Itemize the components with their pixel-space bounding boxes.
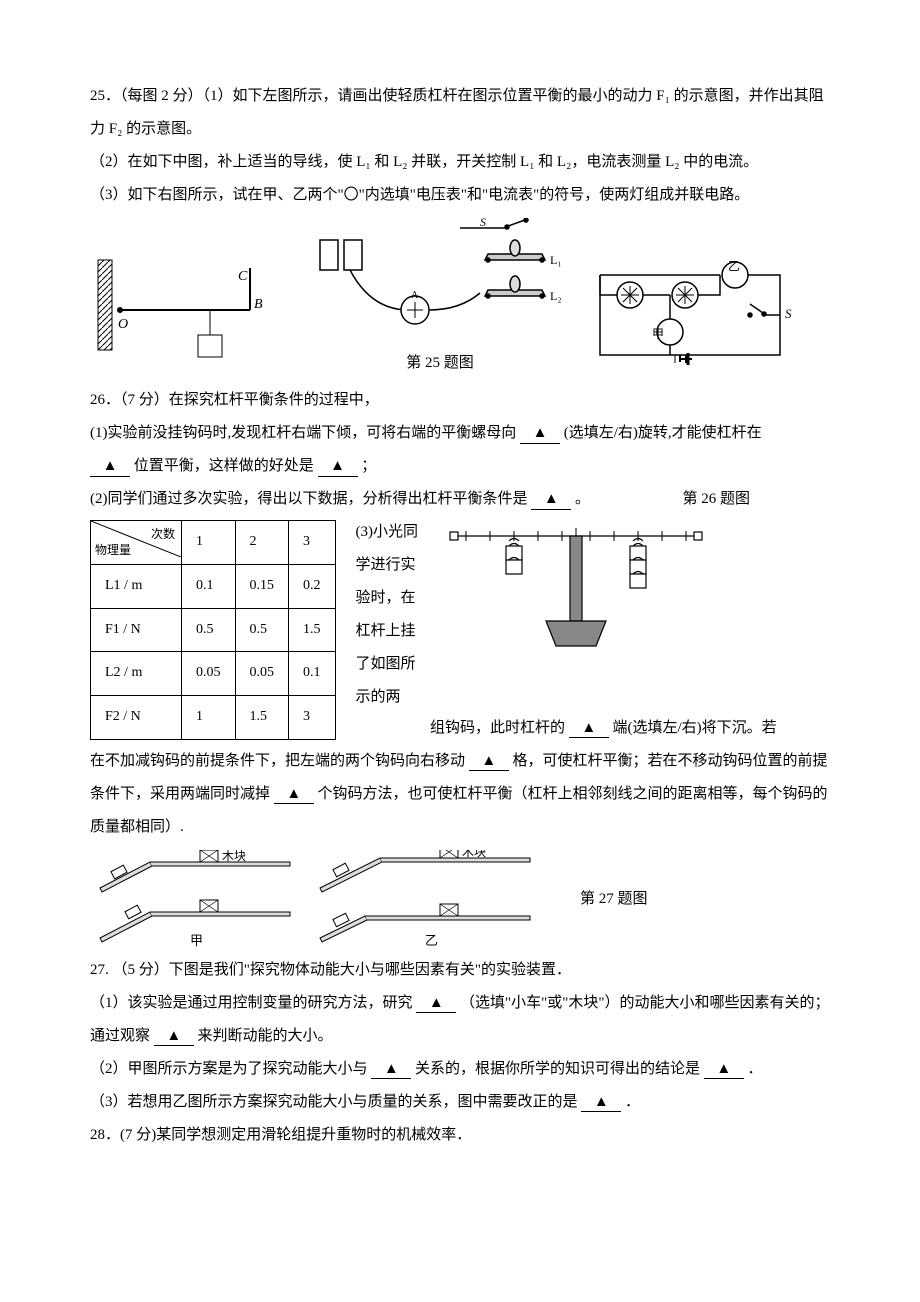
q26-balance-fig — [446, 516, 706, 666]
cell: 0.1 — [182, 564, 236, 608]
q27-p1: （1）该实验是通过用控制变量的研究方法，研究 ▲ （选填"小车"或"木块"）的动… — [90, 987, 830, 1053]
q26-p2: (2)同学们通过多次实验，得出以下数据，分析得出杠杆平衡条件是 ▲ 。 — [90, 483, 590, 516]
cell: 0.1 — [289, 652, 336, 696]
q26-p3a-part: (3)小光同学进行实验时，在杠杆上挂了如图所示的两 — [356, 524, 419, 705]
blank[interactable]: ▲ — [416, 996, 456, 1014]
blank[interactable]: ▲ — [569, 721, 609, 739]
col-3: 3 — [289, 521, 336, 565]
label-jia: 甲 — [652, 327, 664, 341]
q26-p2b: 。 — [575, 491, 590, 507]
cell: 1.5 — [289, 608, 336, 652]
table-row: L1 / m 0.1 0.15 0.2 — [91, 564, 336, 608]
q26-p1-line2: ▲ 位置平衡，这样做的好处是 ▲ ； — [90, 450, 376, 483]
q25-meters-fig: 乙 甲 S — [580, 260, 810, 380]
q27-p2c: ． — [748, 1061, 763, 1077]
q27-caption: 第 27 题图 — [580, 883, 648, 916]
q26-p3-cont: 组钩码，此时杠杆的 ▲ 端(选填左/右)将下沉。若 — [430, 712, 830, 745]
q27-stem: 27. （5 分）下图是我们"探究物体动能大小与哪些因素有关"的实验装置． — [90, 954, 830, 987]
label-L2: L₂ — [550, 289, 562, 303]
label-O: O — [118, 317, 128, 332]
blank[interactable]: ▲ — [318, 459, 358, 477]
q27-ramp-yi: 木块 乙 — [310, 850, 540, 950]
q28-stem: 28．(7 分)某同学想测定用滑轮组提升重物时的机械效率． — [90, 1119, 830, 1152]
label-S: S — [480, 218, 486, 229]
blank[interactable]: ▲ — [704, 1062, 744, 1080]
q27-ramp-jia: 木块 甲 — [90, 850, 300, 950]
q26-p1: (1)实验前没挂钩码时,发现杠杆右端下倾，可将右端的平衡螺母向 ▲ (选填左/右… — [90, 417, 830, 450]
q25-p2: （2）在如下中图，补上适当的导线，使 L₁ 和 L₂ 并联，开关控制 L₁ 和 … — [90, 146, 830, 179]
q26-table-row: 次数 物理量 1 2 3 L1 / m 0.1 0.15 0.2 F1 / N … — [90, 516, 830, 740]
q27-figures: 木块 甲 木块 乙 第 27 题图 — [90, 850, 830, 950]
blank[interactable]: ▲ — [520, 426, 560, 444]
diag-bot: 物理量 — [95, 537, 131, 563]
cell: 0.5 — [182, 608, 236, 652]
q27-p2: （2）甲图所示方案是为了探究动能大小与 ▲ 关系的，根据你所学的知识可得出的结论… — [90, 1053, 830, 1086]
q26-p4a: 在不加减钩码的前提条件下，把左端的两个钩码向右移动 — [90, 753, 465, 769]
q25-lever-fig: O B C — [90, 250, 300, 380]
q25-circuit-fig: A S L₁ L₂ — [310, 218, 570, 338]
col-1: 1 — [182, 521, 236, 565]
q27-p2b: 关系的，根据你所学的知识可得出的结论是 — [415, 1061, 700, 1077]
svg-text:A: A — [411, 290, 419, 301]
q26-p4: 在不加减钩码的前提条件下，把左端的两个钩码向右移动 ▲ 格，可使杠杆平衡；若在不… — [90, 745, 830, 844]
blank[interactable]: ▲ — [90, 459, 130, 477]
q27-p3a: （3）若想用乙图所示方案探究动能大小与质量的关系，图中需要改正的是 — [90, 1094, 578, 1110]
table-row: L2 / m 0.05 0.05 0.1 — [91, 652, 336, 696]
q26-p2a: (2)同学们通过多次实验，得出以下数据，分析得出杠杆平衡条件是 — [90, 491, 528, 507]
cell: 0.05 — [182, 652, 236, 696]
q27-p1c: 来判断动能的大小。 — [198, 1028, 333, 1044]
cell: 0.5 — [235, 608, 289, 652]
q27-p2a: （2）甲图所示方案是为了探究动能大小与 — [90, 1061, 368, 1077]
blank[interactable]: ▲ — [274, 787, 314, 805]
label-B: B — [254, 297, 263, 312]
blank[interactable]: ▲ — [371, 1062, 411, 1080]
q25-p3: （3）如下右图所示，试在甲、乙两个"〇"内选填"电压表"和"电流表"的符号，使两… — [90, 179, 830, 212]
table-row: F2 / N 1 1.5 3 — [91, 696, 336, 740]
q26-p1d: ； — [361, 458, 376, 474]
table-row: 次数 物理量 1 2 3 — [91, 521, 336, 565]
cell: 1.5 — [235, 696, 289, 740]
q26-stem: 26．（7 分）在探究杠杆平衡条件的过程中， — [90, 384, 830, 417]
diag-top: 次数 — [151, 521, 175, 547]
label-S2: S — [785, 306, 792, 321]
q27-p1a: （1）该实验是通过用控制变量的研究方法，研究 — [90, 995, 413, 1011]
q26-p3-sidecol: (3)小光同学进行实验时，在杠杆上挂了如图所示的两 — [356, 516, 426, 714]
q26-caption: 第 26 题图 — [682, 483, 830, 516]
row-label: F1 / N — [91, 608, 182, 652]
label-yi: 乙 — [728, 260, 740, 273]
cell: 3 — [289, 696, 336, 740]
q26-p1c: 位置平衡，这样做的好处是 — [134, 458, 314, 474]
label-L1: L₁ — [550, 253, 562, 267]
blank[interactable]: ▲ — [469, 754, 509, 772]
q25-caption: 第 25 题图 — [310, 347, 570, 380]
q26-p1b: (选填左/右)旋转,才能使杠杆在 — [564, 425, 762, 441]
q26-p1a: (1)实验前没挂钩码时,发现杠杆右端下倾，可将右端的平衡螺母向 — [90, 425, 516, 441]
q27-p3b: ． — [625, 1094, 640, 1110]
label-C: C — [238, 269, 248, 284]
q26-table: 次数 物理量 1 2 3 L1 / m 0.1 0.15 0.2 F1 / N … — [90, 520, 336, 740]
cell: 0.2 — [289, 564, 336, 608]
diag-header: 次数 物理量 — [91, 521, 182, 565]
cell: 1 — [182, 696, 236, 740]
q25-circuit-wrap: A S L₁ L₂ 第 25 题图 — [310, 218, 570, 380]
q27-p3: （3）若想用乙图所示方案探究动能大小与质量的关系，图中需要改正的是 ▲ ． — [90, 1086, 830, 1119]
table-row: F1 / N 0.5 0.5 1.5 — [91, 608, 336, 652]
cell: 0.05 — [235, 652, 289, 696]
row-label: F2 / N — [91, 696, 182, 740]
q25-stem: 25．（每图 2 分）（1）如下左图所示，请画出使轻质杠杆在图示位置平衡的最小的… — [90, 80, 830, 146]
row-label: L1 / m — [91, 564, 182, 608]
blank[interactable]: ▲ — [531, 492, 571, 510]
q26-p3b: 端(选填左/右)将下沉。若 — [613, 720, 777, 736]
q25-figures: O B C A S L₁ — [90, 218, 830, 380]
label-block2: 木块 — [462, 850, 486, 859]
label-block: 木块 — [222, 850, 246, 863]
cell: 0.15 — [235, 564, 289, 608]
blank[interactable]: ▲ — [154, 1029, 194, 1047]
col-2: 2 — [235, 521, 289, 565]
label-yi: 乙 — [425, 933, 438, 948]
label-jia: 甲 — [190, 933, 203, 948]
row-label: L2 / m — [91, 652, 182, 696]
blank[interactable]: ▲ — [581, 1095, 621, 1113]
